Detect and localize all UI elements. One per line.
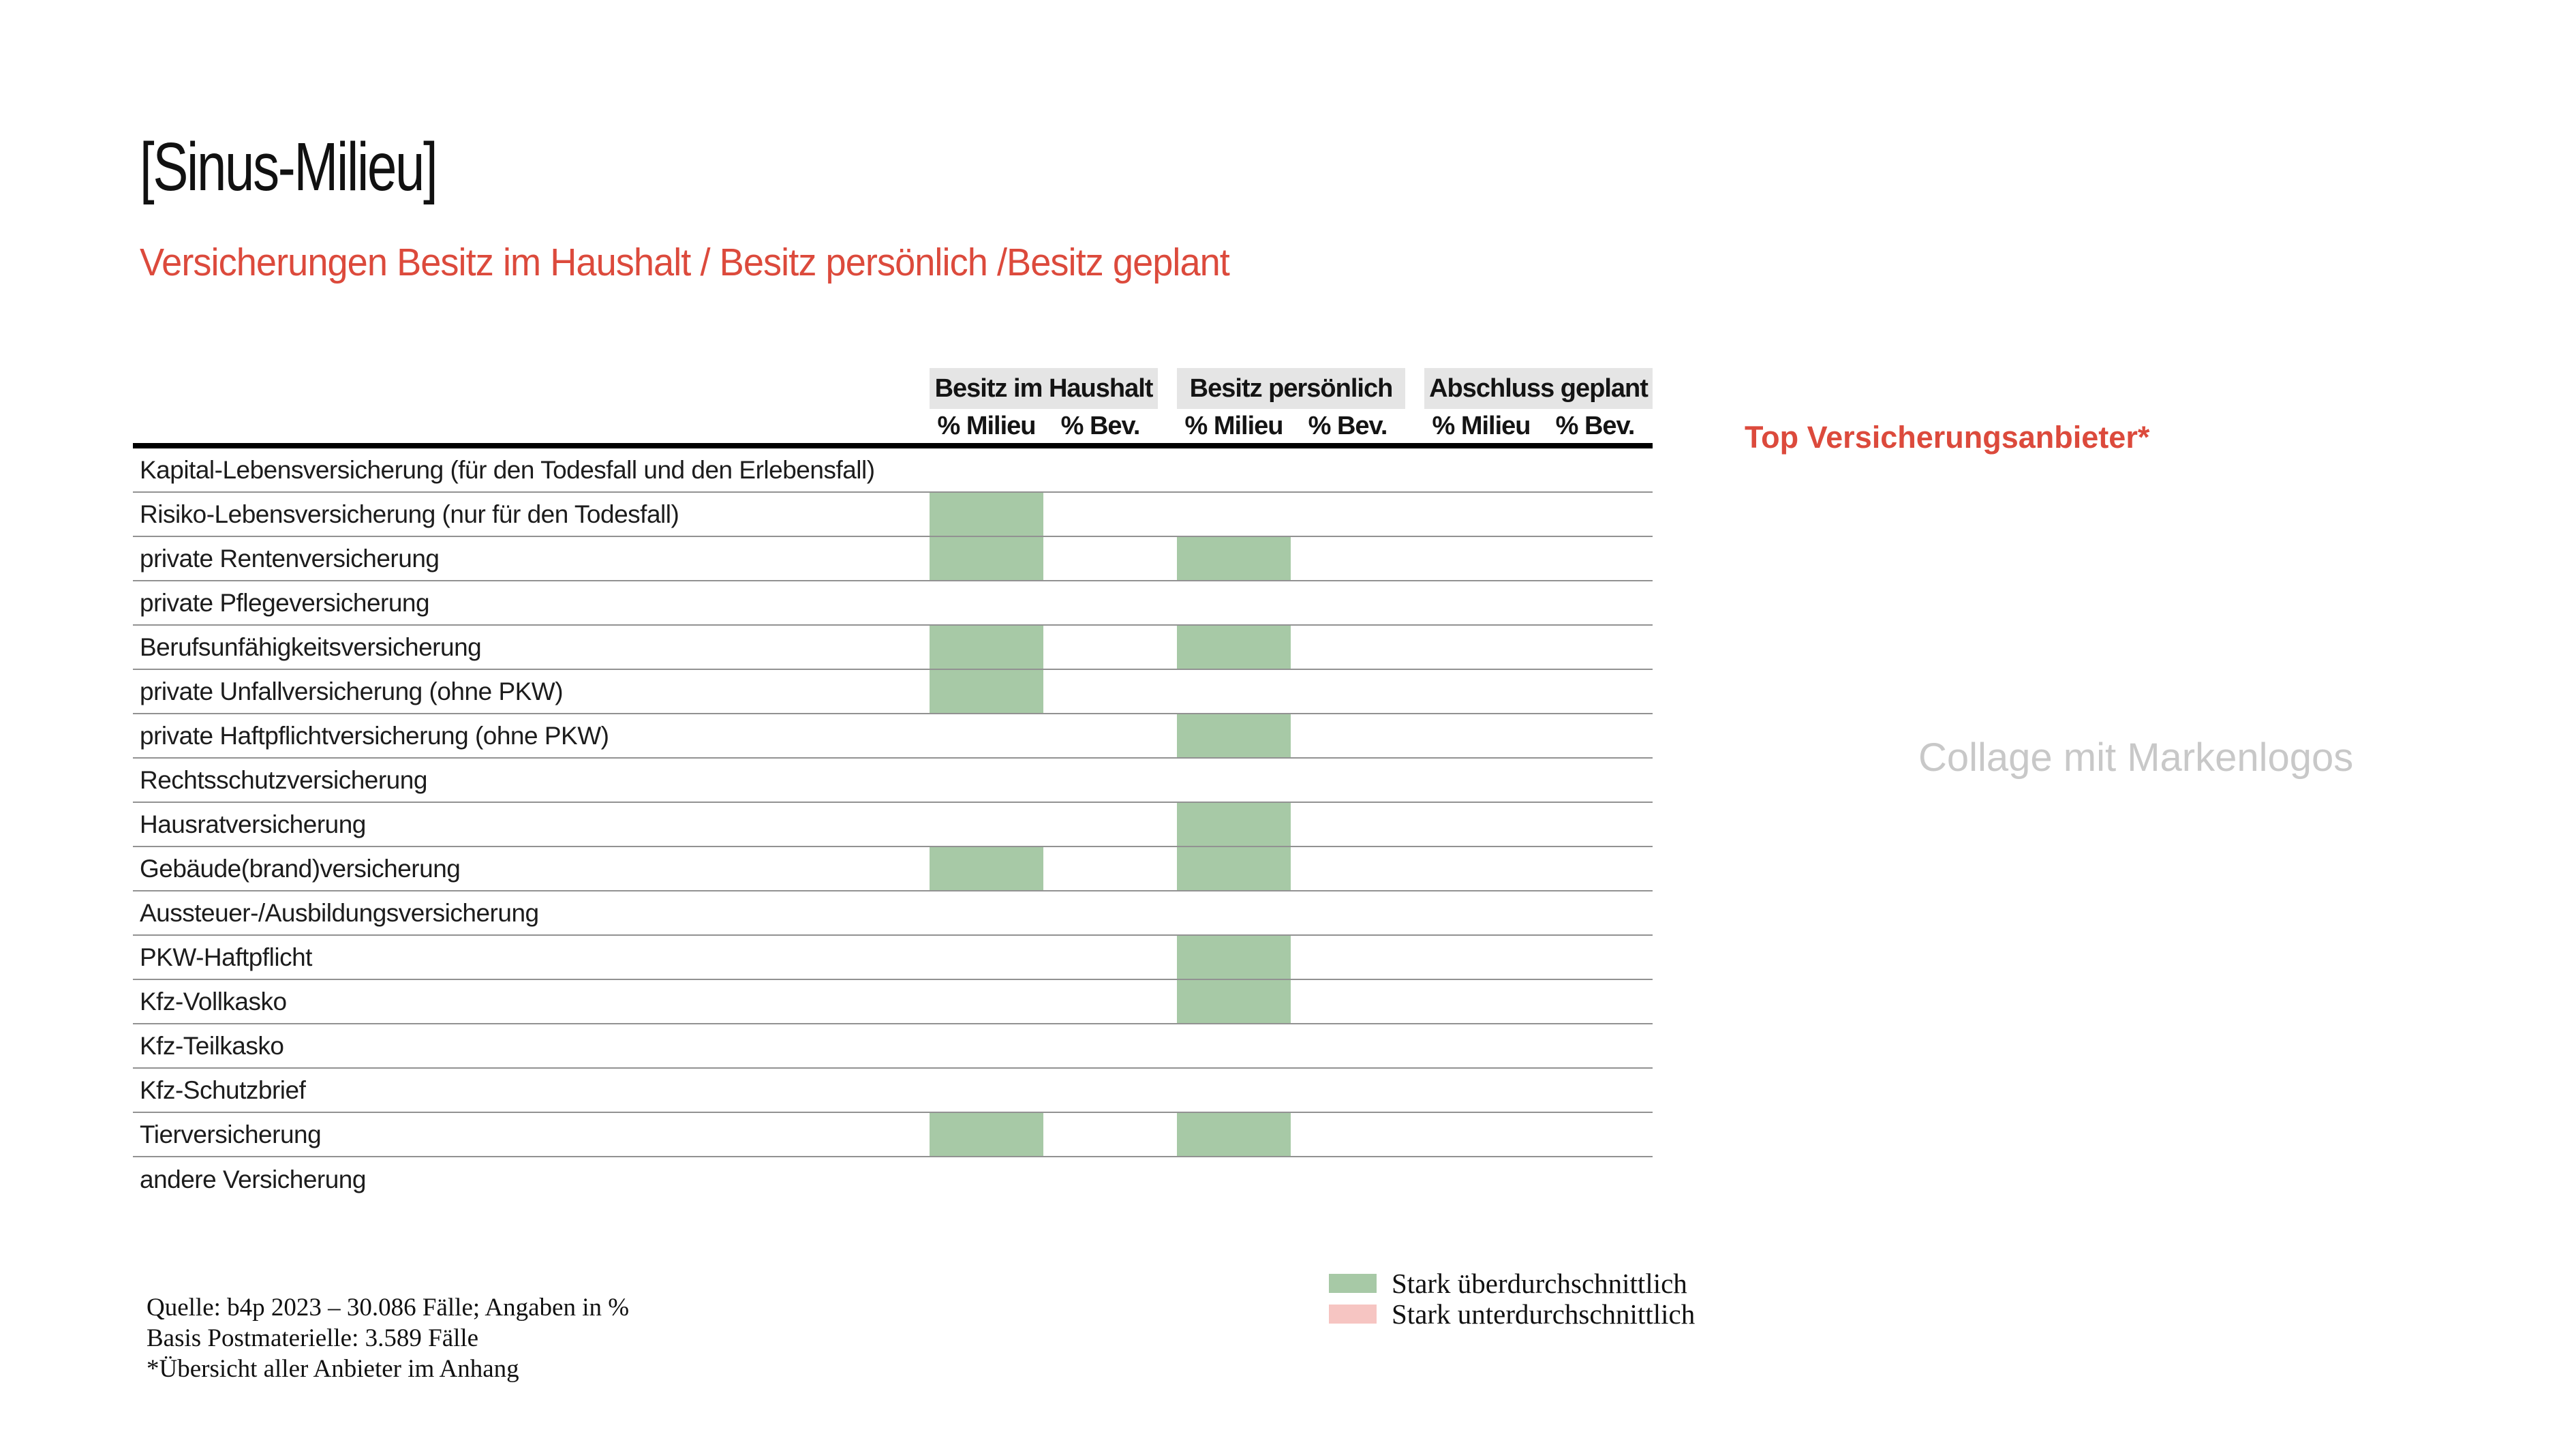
table-body: Kapital-Lebensversicherung (für den Tode… [133,448,1653,1202]
footnotes: Quelle: b4p 2023 – 30.086 Fälle; Angaben… [147,1292,629,1384]
legend-item-over-average: Stark überdurchschnittlich [1329,1267,1695,1299]
row-label: private Haftpflichtversicherung (ohne PK… [140,721,609,750]
highlight-cell-over-average [930,626,1043,669]
table-row: Kapital-Lebensversicherung (für den Tode… [133,448,1653,493]
highlight-cell-over-average [930,847,1043,890]
subheader-bev-1: % Bev. [1060,411,1141,440]
row-label: Hausratversicherung [140,810,366,838]
row-label: private Unfallversicherung (ohne PKW) [140,677,564,705]
highlight-cell-over-average [1177,936,1291,979]
column-group-besitz-im-haushalt: Besitz im Haushalt [930,368,1158,409]
row-label: Berufsunfähigkeitsversicherung [140,632,482,661]
row-label: andere Versicherung [140,1165,366,1193]
table-row: private Rentenversicherung [133,537,1653,581]
subheader-bev-3: % Bev. [1555,411,1636,440]
row-label: Aussteuer-/Ausbildungsversicherung [140,898,539,927]
row-label: private Rentenversicherung [140,544,440,573]
subheader-milieu-2: % Milieu [1184,411,1283,440]
column-group-besitz-persoenlich: Besitz persönlich [1177,368,1405,409]
highlight-cell-over-average [1177,626,1291,669]
row-label: Rechtsschutzversicherung [140,765,427,794]
table-row: Aussteuer-/Ausbildungsversicherung [133,891,1653,936]
legend: Stark überdurchschnittlich Stark unterdu… [1329,1267,1696,1330]
highlight-cell-over-average [1177,714,1291,757]
subheader-bev-2: % Bev. [1308,411,1388,440]
row-label: PKW-Haftpflicht [140,943,312,971]
footnote-basis: Basis Postmaterielle: 3.589 Fälle [147,1324,479,1352]
table-row: Hausratversicherung [133,803,1653,847]
page-title: [Sinus-Milieu] [140,129,438,205]
table-row: Kfz-Schutzbrief [133,1069,1653,1113]
table-row: Risiko-Lebensversicherung (nur für den T… [133,493,1653,537]
highlight-cell-over-average [930,670,1043,713]
highlight-cell-over-average [930,1113,1043,1156]
footnote-asterisk: *Übersicht aller Anbieter im Anhang [147,1355,519,1383]
logo-collage-placeholder: Collage mit Markenlogos [1918,735,2354,780]
page-subtitle: Versicherungen Besitz im Haushalt / Besi… [140,241,1230,284]
row-label: private Pflegeversicherung [140,588,430,617]
legend-swatch-under-average-icon [1329,1304,1377,1324]
highlight-cell-over-average [1177,980,1291,1023]
row-label: Gebäude(brand)versicherung [140,854,461,883]
row-label: Kfz-Teilkasko [140,1031,284,1060]
table-row: Gebäude(brand)versicherung [133,847,1653,891]
right-panel-title: Top Versicherungsanbieter* [1745,420,2150,455]
row-label: Tierversicherung [140,1120,322,1148]
subheader-milieu-1: % Milieu [937,411,1036,440]
highlight-cell-over-average [1177,1113,1291,1156]
highlight-cell-over-average [1177,847,1291,890]
table-row: Berufsunfähigkeitsversicherung [133,626,1653,670]
highlight-cell-over-average [1177,537,1291,580]
table-row: Rechtsschutzversicherung [133,759,1653,803]
legend-swatch-over-average-icon [1329,1273,1377,1293]
footnote-source: Quelle: b4p 2023 – 30.086 Fälle; Angaben… [147,1294,630,1322]
highlight-cell-over-average [930,493,1043,536]
row-label: Kfz-Schutzbrief [140,1076,306,1104]
table-row: Tierversicherung [133,1113,1653,1157]
column-group-abschluss-geplant: Abschluss geplant [1424,368,1653,409]
table-row: private Pflegeversicherung [133,581,1653,626]
table-row: PKW-Haftpflicht [133,936,1653,980]
table-row: Kfz-Teilkasko [133,1024,1653,1069]
insurance-table: Besitz im Haushalt Besitz persönlich Abs… [133,368,1653,1206]
row-label: Kapital-Lebensversicherung (für den Tode… [140,455,875,484]
highlight-cell-over-average [930,537,1043,580]
legend-label-under-average: Stark unterdurchschnittlich [1392,1298,1696,1330]
legend-item-under-average: Stark unterdurchschnittlich [1329,1298,1696,1330]
subheader-milieu-3: % Milieu [1432,411,1531,440]
table-row: Kfz-Vollkasko [133,980,1653,1024]
table-row: private Unfallversicherung (ohne PKW) [133,670,1653,714]
table-row: private Haftpflichtversicherung (ohne PK… [133,714,1653,759]
row-label: Kfz-Vollkasko [140,987,287,1016]
header-divider-line [133,443,1653,448]
row-label: Risiko-Lebensversicherung (nur für den T… [140,500,679,528]
legend-label-over-average: Stark überdurchschnittlich [1392,1267,1687,1299]
table-row: andere Versicherung [133,1157,1653,1202]
highlight-cell-over-average [1177,803,1291,846]
